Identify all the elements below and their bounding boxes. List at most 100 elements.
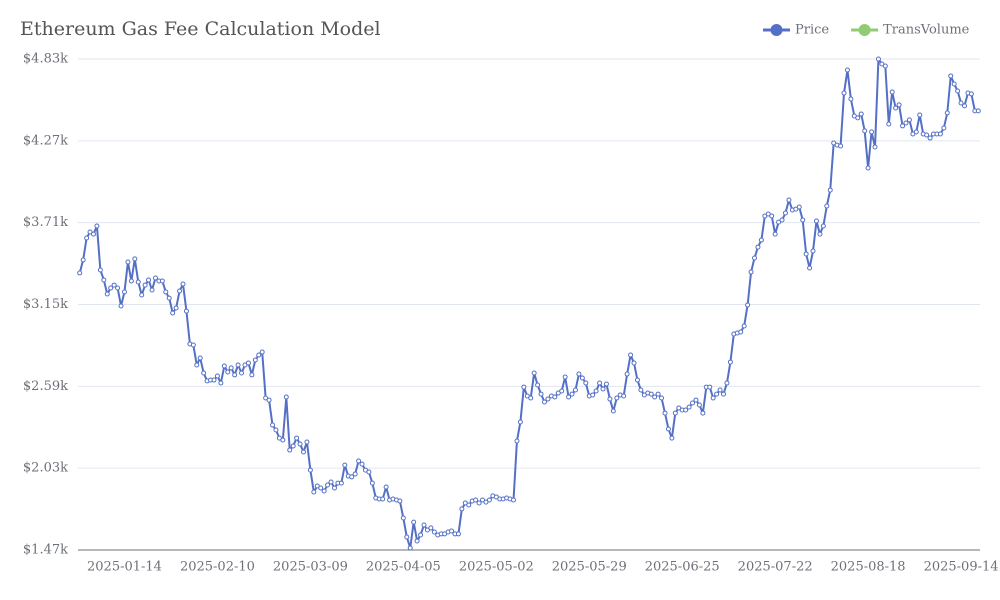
data-point — [889, 89, 895, 95]
data-point — [115, 285, 121, 291]
data-point — [879, 61, 885, 67]
data-point — [404, 534, 410, 540]
data-point — [975, 108, 981, 114]
data-point — [951, 81, 957, 87]
data-point — [104, 291, 110, 297]
data-point — [149, 287, 155, 293]
data-point — [634, 377, 640, 383]
data-point — [84, 235, 90, 241]
data-point — [707, 384, 713, 390]
data-point — [132, 256, 138, 262]
x-tick-label: 2025-05-29 — [552, 560, 627, 575]
data-point — [800, 217, 806, 223]
data-point — [559, 388, 565, 394]
legend-label[interactable]: TransVolume — [883, 23, 970, 38]
data-point — [328, 479, 334, 485]
data-point — [769, 213, 775, 219]
data-point — [721, 391, 727, 397]
data-point — [466, 502, 472, 508]
data-point — [228, 365, 234, 371]
data-point — [325, 482, 331, 488]
data-point — [820, 223, 826, 229]
data-point — [896, 102, 902, 108]
y-tick-label: $2.03k — [23, 461, 68, 476]
data-point — [524, 393, 530, 399]
data-point — [941, 125, 947, 131]
data-point — [459, 506, 465, 512]
data-point — [431, 529, 437, 535]
data-point — [517, 419, 523, 425]
data-point — [307, 467, 313, 473]
data-point — [865, 165, 871, 171]
data-point — [128, 278, 134, 284]
y-tick-label: $4.27k — [23, 133, 68, 148]
data-point — [669, 435, 675, 441]
data-point — [569, 391, 575, 397]
legend-label[interactable]: Price — [795, 23, 829, 38]
data-point — [177, 288, 183, 294]
data-point — [686, 404, 692, 410]
data-point — [886, 121, 892, 127]
data-point — [848, 96, 854, 102]
data-point — [245, 360, 251, 366]
data-point — [135, 279, 141, 285]
data-point — [263, 395, 269, 401]
data-point — [827, 187, 833, 193]
data-point — [163, 289, 169, 295]
data-point — [862, 128, 868, 134]
x-tick-label: 2025-06-25 — [645, 560, 720, 575]
data-point — [803, 251, 809, 257]
data-point — [287, 447, 293, 453]
data-point — [693, 397, 699, 403]
data-point — [225, 369, 231, 375]
data-point — [855, 115, 861, 121]
data-point — [948, 73, 954, 79]
data-point — [118, 303, 124, 309]
data-point — [94, 223, 100, 229]
data-point — [738, 329, 744, 335]
data-point — [824, 203, 830, 209]
data-point — [597, 380, 603, 386]
x-tick-label: 2025-05-02 — [459, 560, 534, 575]
data-point — [311, 489, 317, 495]
data-point — [724, 380, 730, 386]
data-point — [111, 282, 117, 288]
data-point — [462, 500, 468, 506]
data-point — [796, 204, 802, 210]
data-point — [700, 410, 706, 416]
data-point — [576, 371, 582, 377]
data-point — [741, 323, 747, 329]
data-point — [369, 480, 375, 486]
data-point — [913, 129, 919, 135]
data-point — [297, 441, 303, 447]
data-point — [782, 210, 788, 216]
data-point — [318, 485, 324, 491]
data-point — [631, 360, 637, 366]
data-point — [655, 391, 661, 397]
data-point — [290, 443, 296, 449]
data-point — [696, 402, 702, 408]
data-point — [314, 483, 320, 489]
data-point — [875, 56, 881, 62]
data-point — [180, 281, 186, 287]
data-point — [607, 396, 613, 402]
x-tick-label: 2025-09-14 — [924, 560, 999, 575]
data-point — [259, 349, 265, 355]
data-point — [211, 377, 217, 383]
data-point — [101, 277, 107, 283]
data-point — [772, 231, 778, 237]
data-point — [776, 219, 782, 225]
data-point — [121, 289, 127, 295]
data-point — [555, 390, 561, 396]
data-point — [910, 131, 916, 137]
data-point — [397, 498, 403, 504]
data-point — [810, 248, 816, 254]
data-point — [638, 387, 644, 393]
data-point — [473, 497, 479, 503]
data-point — [400, 515, 406, 521]
data-point — [944, 110, 950, 116]
data-point — [531, 370, 537, 376]
data-point — [727, 359, 733, 365]
data-point — [593, 388, 599, 394]
data-point — [958, 100, 964, 106]
